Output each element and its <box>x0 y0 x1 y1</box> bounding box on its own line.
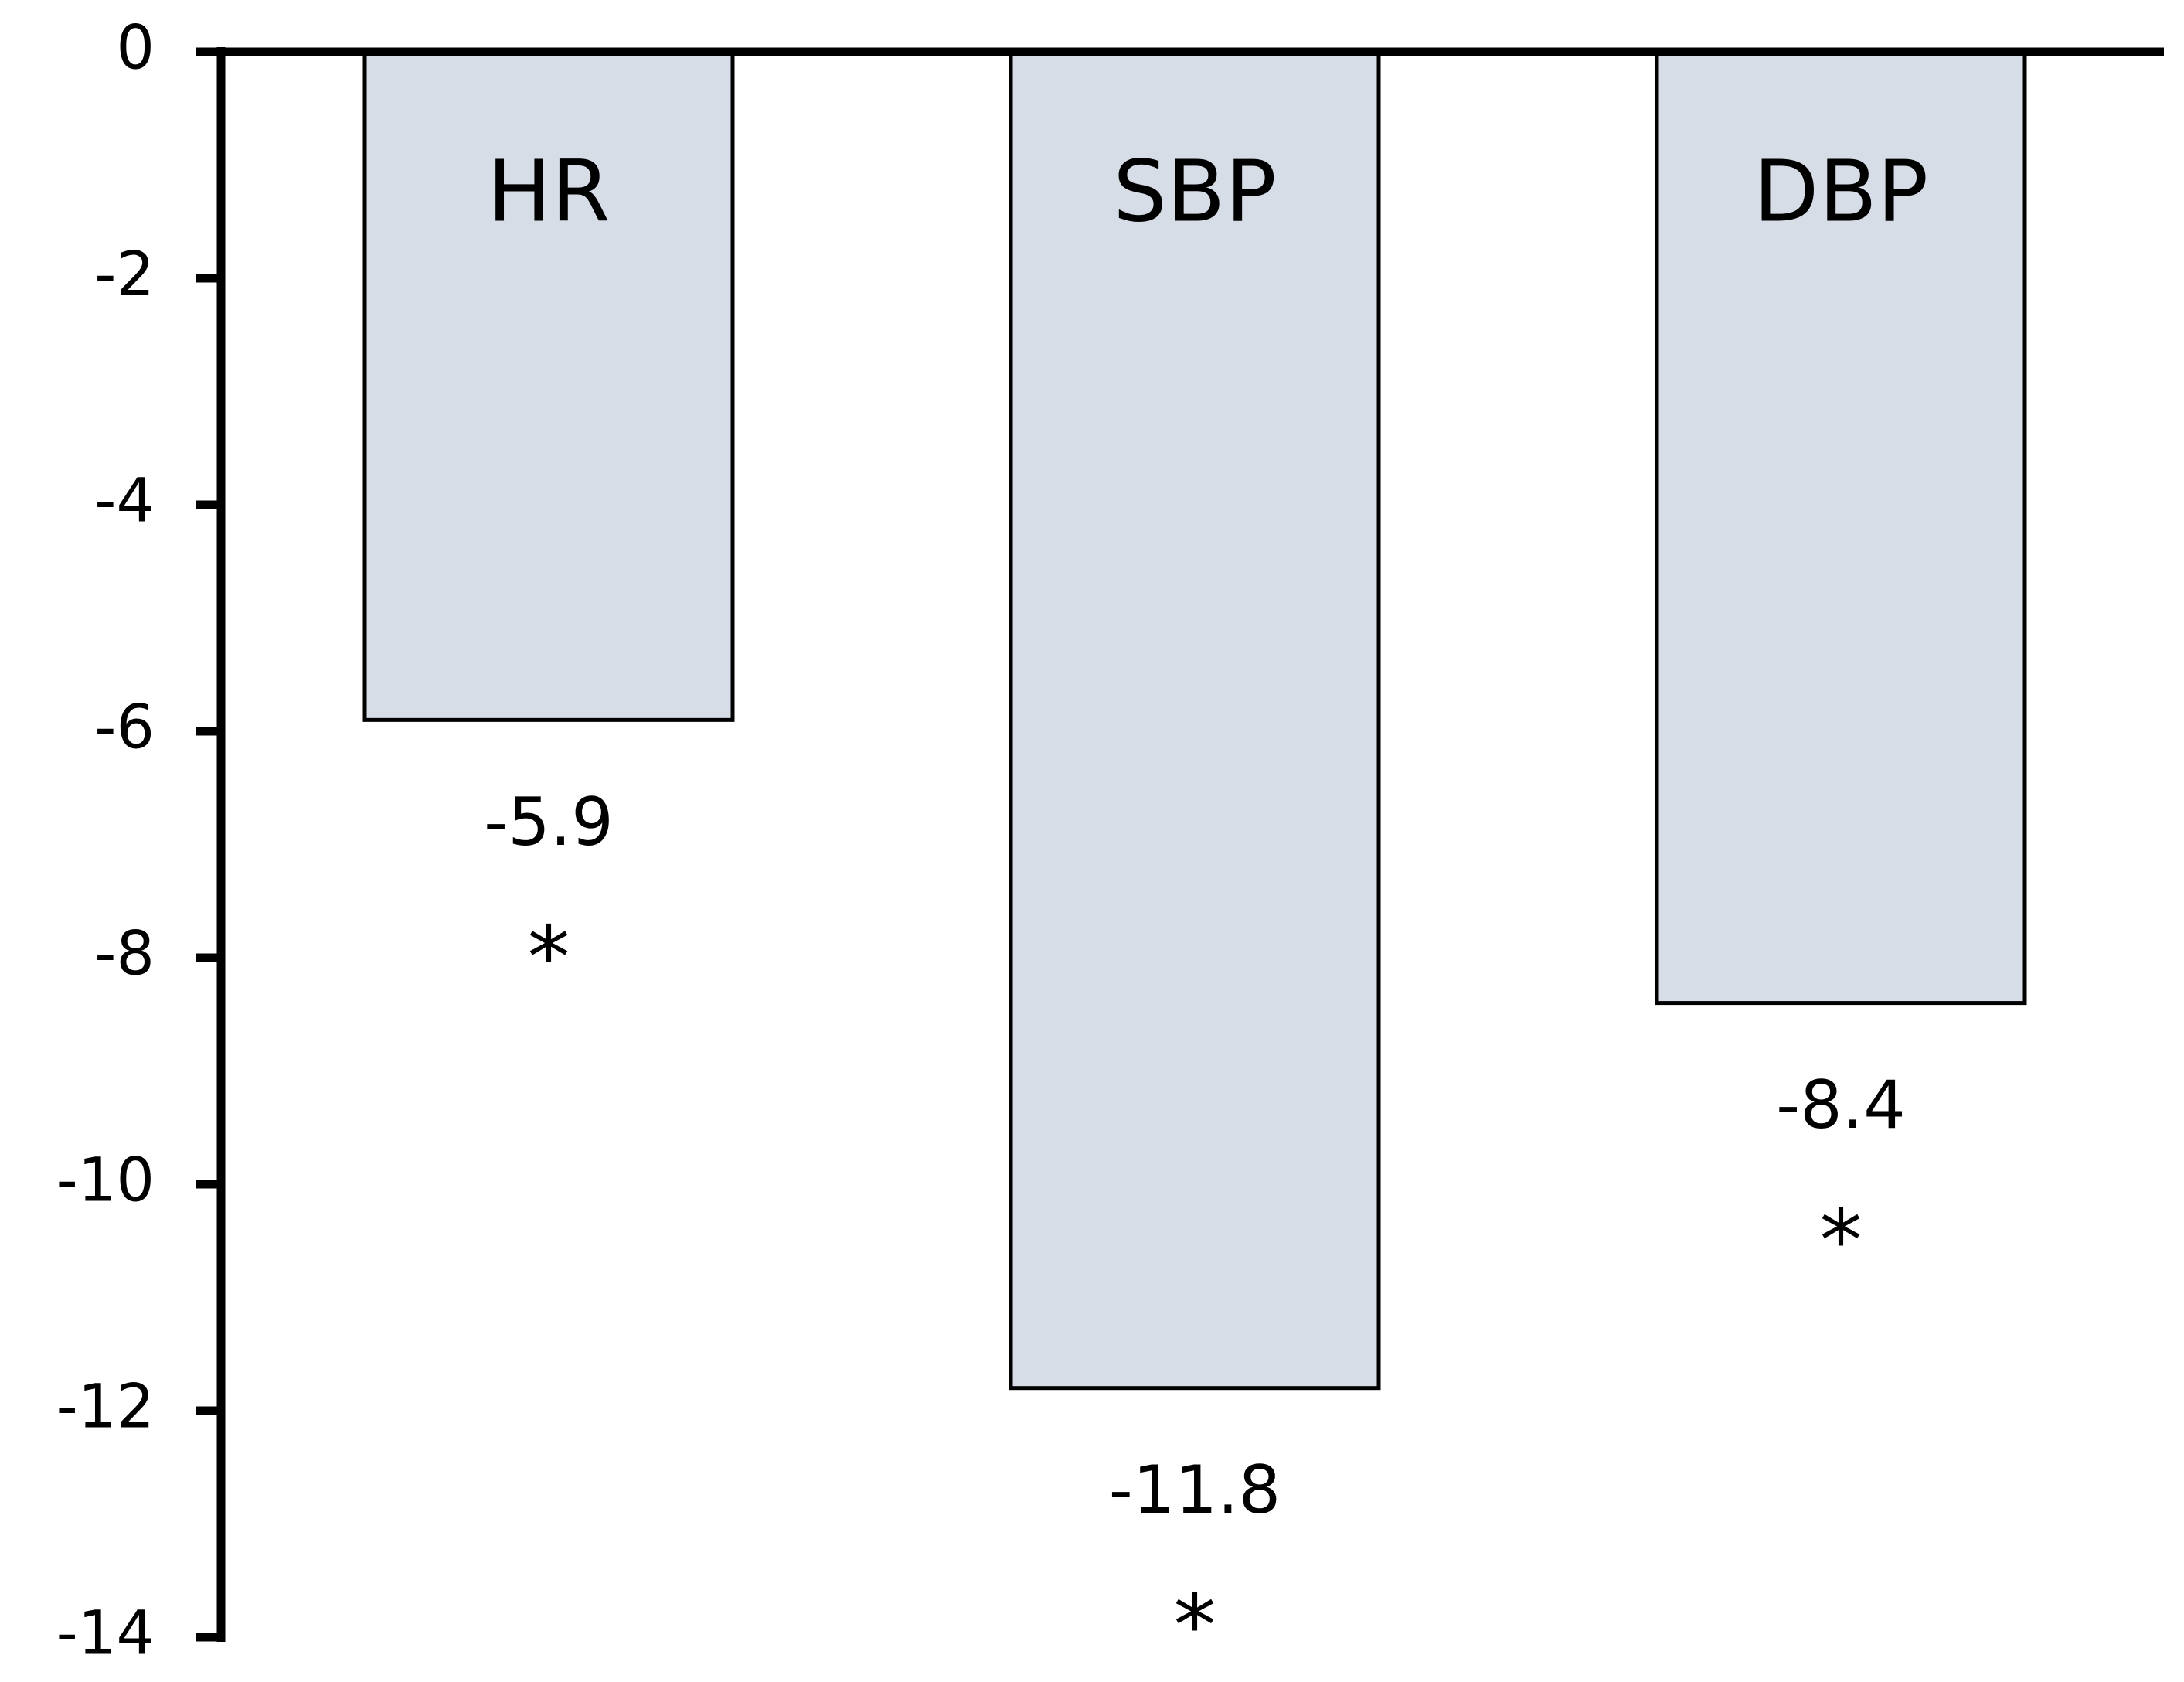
significance-mark: * <box>528 908 570 1007</box>
value-label: -5.9 <box>484 784 614 861</box>
y-tick-label: -4 <box>94 466 155 536</box>
y-tick-label: -10 <box>56 1146 155 1215</box>
category-label: SBP <box>1113 141 1277 240</box>
y-tick-label: -8 <box>94 919 155 989</box>
value-label: -8.4 <box>1776 1067 1906 1144</box>
bar <box>1009 49 1381 1391</box>
value-label: -11.8 <box>1109 1452 1281 1529</box>
significance-mark: * <box>1820 1191 1863 1290</box>
category-label: HR <box>487 141 610 240</box>
y-tick-label: 0 <box>116 13 155 83</box>
bar <box>362 49 735 722</box>
bar <box>1655 49 2027 1006</box>
y-tick-label: -14 <box>56 1599 155 1668</box>
y-tick-label: -6 <box>94 693 155 762</box>
category-label: DBP <box>1754 141 1929 240</box>
y-tick-label: -2 <box>94 240 155 309</box>
significance-mark: * <box>1174 1576 1216 1675</box>
y-tick-label: -12 <box>56 1372 155 1442</box>
